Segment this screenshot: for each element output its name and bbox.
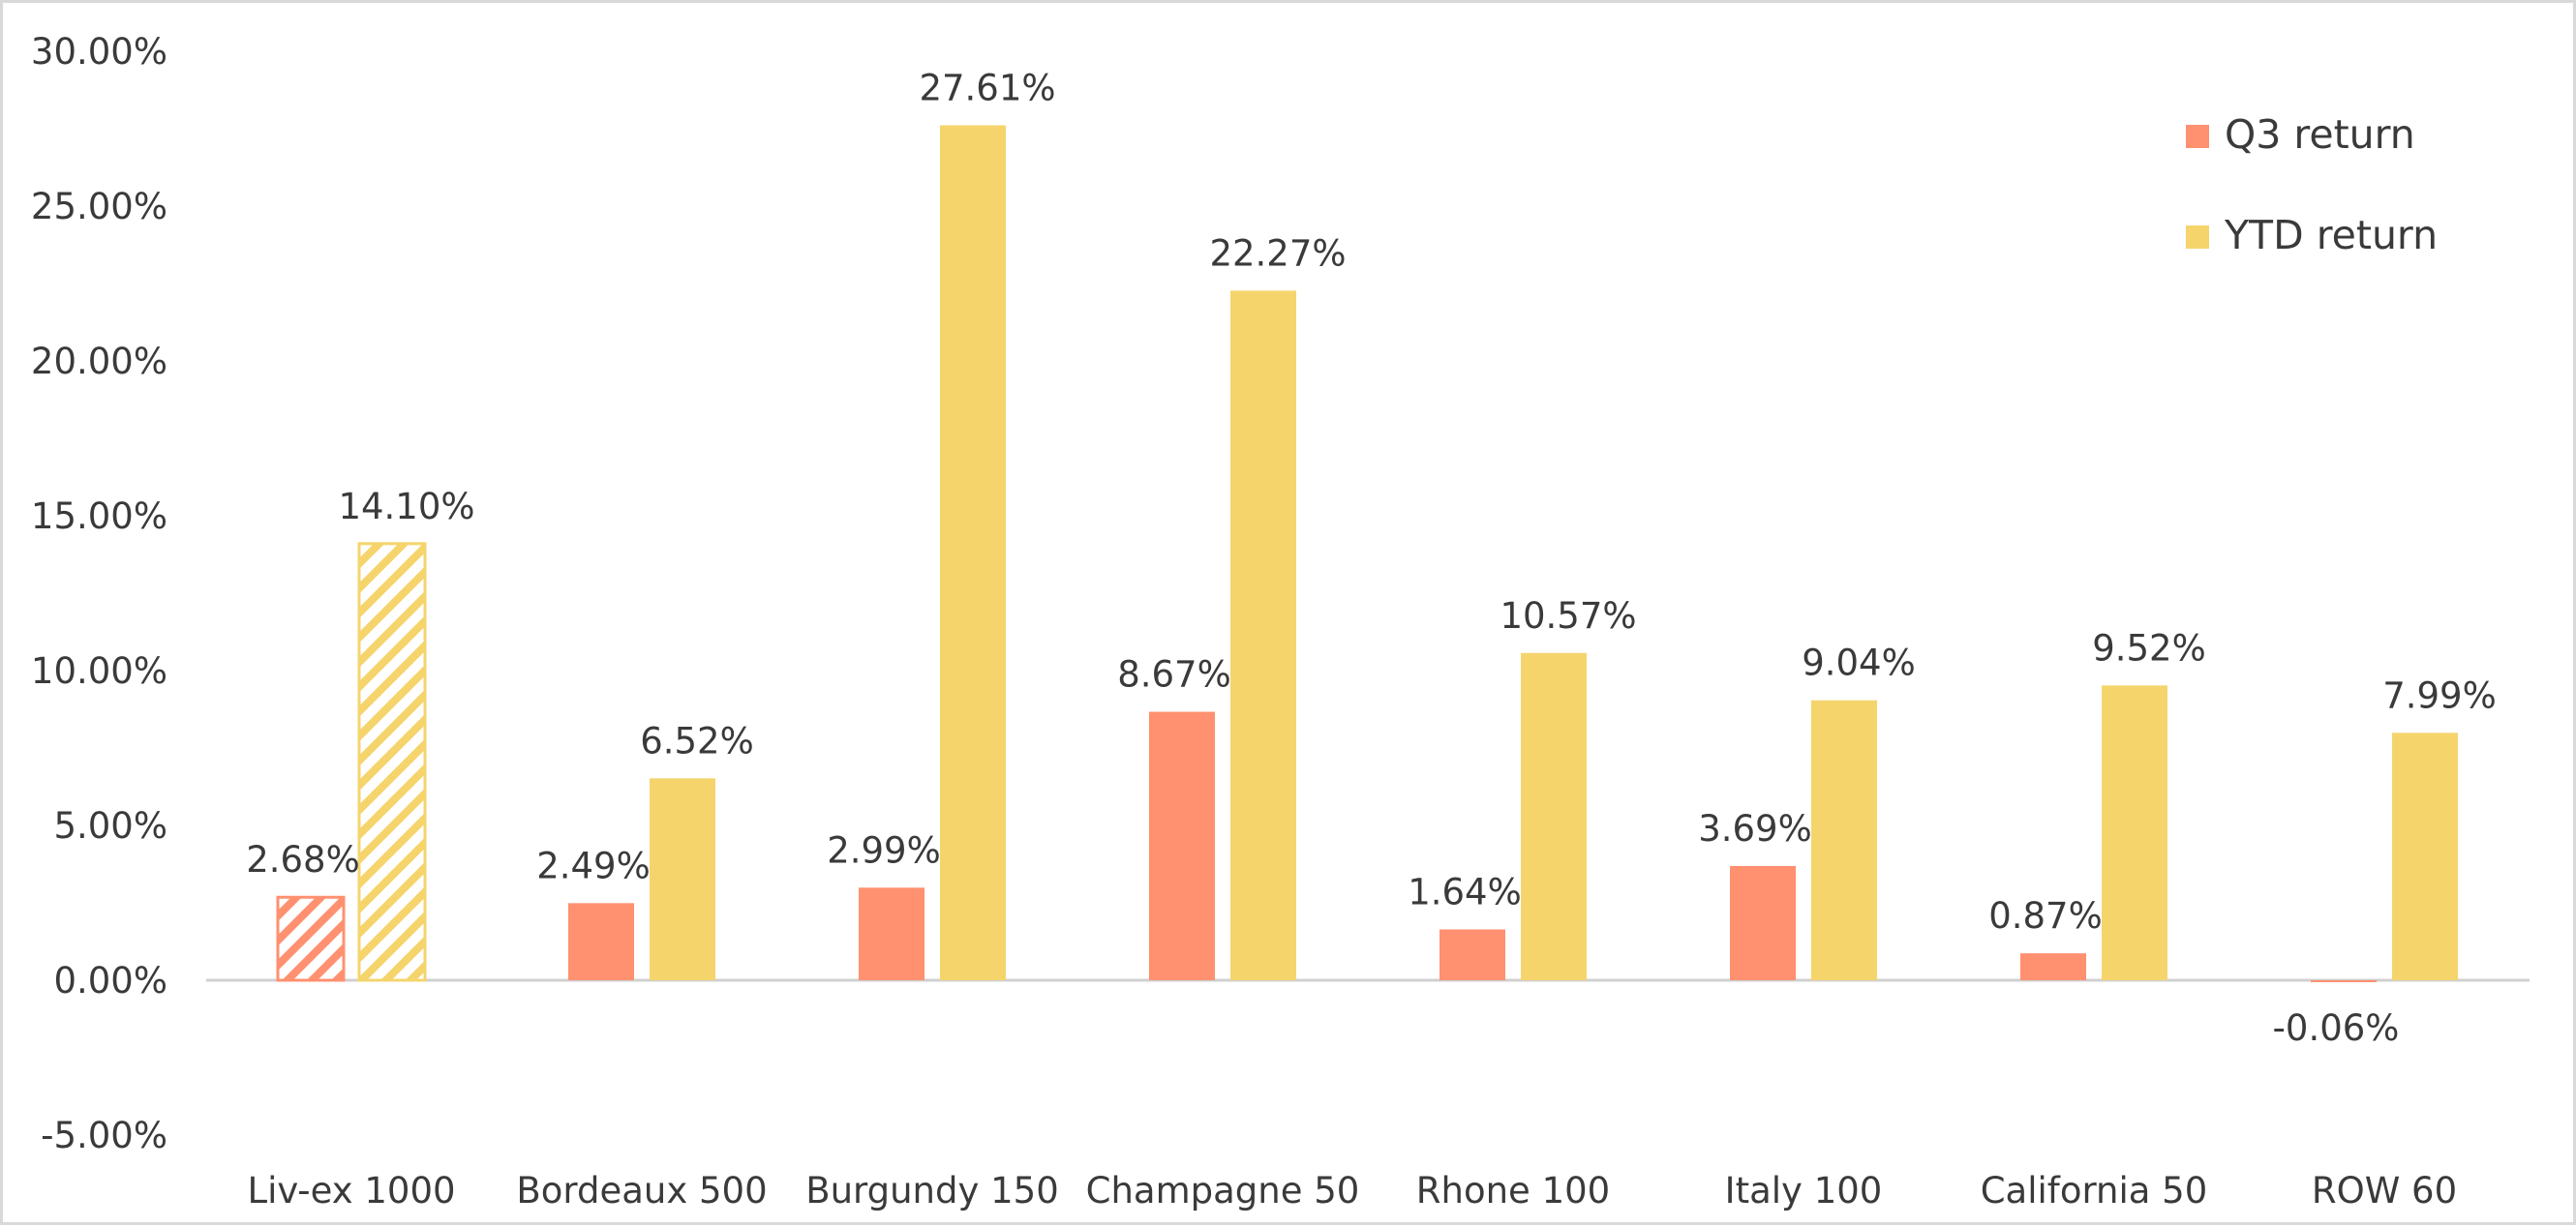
ytd-data-label: 10.57% [1500,595,1636,637]
y-tick-label: 25.00% [31,186,167,227]
legend: Q3 return YTD return [2186,111,2438,258]
ytd-data-label: 9.04% [1802,643,1916,684]
y-tick-label: 5.00% [53,805,167,847]
legend-swatch-ytd [2186,225,2209,249]
q3-data-label: 2.49% [536,845,651,886]
bars-layer [276,125,2458,982]
ytd-data-label: 22.27% [1209,232,1346,274]
q3-data-label: 3.69% [1698,808,1812,850]
q3-data-label: 1.64% [1408,872,1522,913]
x-category-label: ROW 60 [2312,1170,2457,1212]
axis-layer: 30.00% 25.00% 20.00% 15.00% 10.00% 5.00% 0.00%… [31,31,2530,1156]
ytd-data-label: 14.10% [338,486,474,527]
labels-layer: Liv-ex 1000 2.68% 14.10% Bordeaux 500 2.49% 6… [246,67,2497,1212]
ytd-return-bar [357,542,427,982]
x-category-label: Burgundy 150 [805,1170,1059,1212]
q3-data-label: 2.68% [246,839,360,881]
q3-return-bar [2020,953,2086,980]
y-tick-label: 30.00% [31,31,167,73]
bar-chart: 30.00% 25.00% 20.00% 15.00% 10.00% 5.00% 0.00%… [31,31,2530,1212]
ytd-return-bar [1230,290,1296,980]
ytd-return-bar [1521,652,1587,980]
y-tick-label: 20.00% [31,341,167,382]
q3-return-bar [568,903,634,980]
legend-label-ytd: YTD return [2224,212,2438,258]
q3-return-bar [1730,865,1796,980]
q3-return-bar [1149,711,1215,980]
q3-return-bar [2311,980,2377,982]
y-tick-label: 0.00% [53,960,167,1002]
ytd-return-bar [940,125,1006,981]
q3-return-bar [276,895,346,982]
q3-return-bar [859,887,924,980]
q3-data-label: 0.87% [1988,895,2103,937]
ytd-return-bar [650,778,715,980]
x-category-label: Italy 100 [1725,1170,1883,1212]
legend-label-q3: Q3 return [2225,111,2415,158]
ytd-return-bar [2102,685,2167,980]
ytd-data-label: 27.61% [919,67,1055,108]
y-tick-label: -5.00% [41,1115,167,1156]
legend-swatch-q3 [2186,125,2209,148]
ytd-data-label: 6.52% [640,720,754,762]
ytd-return-bar [1811,700,1877,980]
ytd-data-label: 9.52% [2092,627,2206,669]
x-category-label: California 50 [1981,1170,2208,1212]
ytd-return-bar [2392,733,2458,980]
x-category-label: Liv-ex 1000 [247,1170,455,1212]
q3-return-bar [1440,929,1505,980]
y-tick-label: 15.00% [31,495,167,537]
x-category-label: Rhone 100 [1416,1170,1610,1212]
q3-data-label: 8.67% [1117,654,1231,696]
x-category-label: Bordeaux 500 [516,1170,767,1212]
q3-data-label: -0.06% [2273,1007,2400,1049]
x-category-label: Champagne 50 [1086,1170,1360,1212]
ytd-data-label: 7.99% [2382,674,2497,716]
q3-data-label: 2.99% [827,829,941,871]
y-tick-label: 10.00% [31,650,167,692]
